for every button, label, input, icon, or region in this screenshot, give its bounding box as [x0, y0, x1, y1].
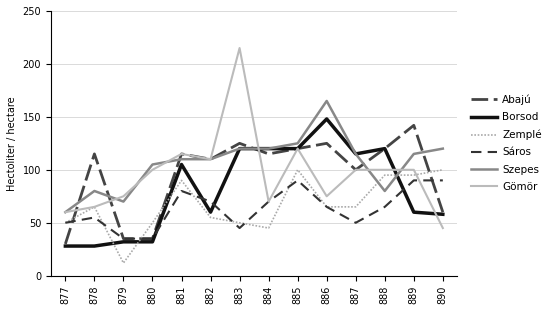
Gömör	[265, 200, 272, 203]
Abajú	[62, 242, 69, 246]
Zemplé	[410, 173, 417, 177]
Sáros	[236, 226, 243, 230]
Borsod	[236, 147, 243, 151]
Sáros	[324, 205, 330, 209]
Gömör	[149, 168, 156, 172]
Sáros	[265, 200, 272, 203]
Gömör	[236, 46, 243, 50]
Borsod	[440, 212, 446, 216]
Gömör	[440, 226, 446, 230]
Gömör	[294, 147, 301, 151]
Borsod	[62, 244, 69, 248]
Line: Sáros: Sáros	[65, 180, 443, 239]
Gömör	[352, 168, 359, 172]
Zemplé	[324, 205, 330, 209]
Szepes	[62, 210, 69, 214]
Sáros	[178, 189, 185, 193]
Gömör	[91, 205, 98, 209]
Abajú	[382, 147, 388, 151]
Line: Gömör: Gömör	[65, 48, 443, 228]
Abajú	[352, 168, 359, 172]
Sáros	[120, 237, 127, 240]
Y-axis label: Hectoliter / hectare: Hectoliter / hectare	[7, 96, 17, 191]
Sáros	[440, 179, 446, 182]
Sáros	[62, 221, 69, 225]
Szepes	[440, 147, 446, 151]
Zemplé	[207, 216, 214, 219]
Abajú	[265, 152, 272, 156]
Gömör	[324, 194, 330, 198]
Line: Szepes: Szepes	[65, 101, 443, 212]
Abajú	[410, 123, 417, 127]
Legend: Abajú, Borsod, Zemplé, Sáros, Szepes, Gömör: Abajú, Borsod, Zemplé, Sáros, Szepes, Gö…	[467, 91, 546, 196]
Gömör	[410, 168, 417, 172]
Abajú	[440, 210, 446, 214]
Borsod	[410, 210, 417, 214]
Gömör	[62, 210, 69, 214]
Abajú	[120, 237, 127, 240]
Zemplé	[440, 168, 446, 172]
Line: Borsod: Borsod	[65, 119, 443, 246]
Borsod	[207, 210, 214, 214]
Abajú	[178, 152, 185, 156]
Zemplé	[120, 261, 127, 265]
Zemplé	[294, 168, 301, 172]
Abajú	[236, 142, 243, 145]
Sáros	[352, 221, 359, 225]
Abajú	[149, 237, 156, 240]
Zemplé	[91, 205, 98, 209]
Szepes	[236, 147, 243, 151]
Gömör	[120, 194, 127, 198]
Szepes	[120, 200, 127, 203]
Szepes	[294, 142, 301, 145]
Borsod	[149, 240, 156, 244]
Borsod	[294, 147, 301, 151]
Borsod	[265, 147, 272, 151]
Abajú	[207, 157, 214, 161]
Szepes	[352, 152, 359, 156]
Szepes	[178, 157, 185, 161]
Zemplé	[178, 179, 185, 182]
Borsod	[91, 244, 98, 248]
Gömör	[382, 168, 388, 172]
Borsod	[352, 152, 359, 156]
Gömör	[178, 152, 185, 156]
Line: Abajú: Abajú	[65, 125, 443, 244]
Sáros	[382, 205, 388, 209]
Borsod	[382, 147, 388, 151]
Szepes	[410, 152, 417, 156]
Zemplé	[265, 226, 272, 230]
Abajú	[324, 142, 330, 145]
Zemplé	[352, 205, 359, 209]
Szepes	[382, 189, 388, 193]
Sáros	[91, 216, 98, 219]
Szepes	[265, 147, 272, 151]
Sáros	[294, 179, 301, 182]
Sáros	[149, 237, 156, 240]
Szepes	[149, 163, 156, 166]
Borsod	[178, 163, 185, 166]
Szepes	[207, 157, 214, 161]
Gömör	[207, 157, 214, 161]
Zemplé	[236, 221, 243, 225]
Borsod	[324, 117, 330, 121]
Zemplé	[149, 221, 156, 225]
Szepes	[91, 189, 98, 193]
Szepes	[324, 99, 330, 103]
Abajú	[91, 152, 98, 156]
Zemplé	[62, 221, 69, 225]
Borsod	[120, 240, 127, 244]
Line: Zemplé: Zemplé	[65, 170, 443, 263]
Sáros	[207, 200, 214, 203]
Zemplé	[382, 173, 388, 177]
Abajú	[294, 147, 301, 151]
Sáros	[410, 179, 417, 182]
